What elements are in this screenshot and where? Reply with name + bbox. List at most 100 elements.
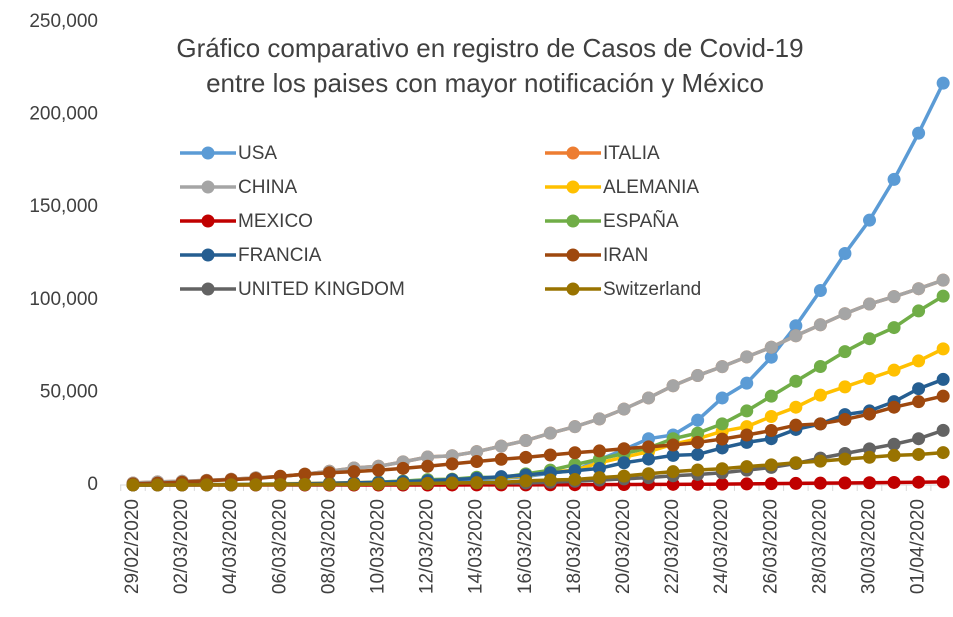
x-tick-label: 01/04/2020: [908, 499, 929, 594]
data-point: [813, 284, 827, 298]
data-point: [347, 465, 361, 479]
data-point: [592, 461, 606, 475]
data-point: [273, 478, 287, 492]
data-point: [519, 434, 533, 448]
data-point: [691, 426, 705, 440]
x-tick-label: 24/03/2020: [711, 499, 732, 594]
data-point: [912, 395, 926, 409]
data-point: [863, 332, 876, 346]
data-point: [764, 409, 778, 423]
data-point: [936, 289, 950, 303]
data-point: [642, 467, 656, 481]
x-tick-label: 29/02/2020: [122, 499, 143, 594]
legend-marker: [566, 214, 580, 228]
y-tick-label: 50,000: [40, 381, 98, 402]
data-point: [175, 478, 189, 492]
data-point: [396, 461, 410, 475]
chart-title: entre los paises con mayor notificación …: [206, 68, 764, 98]
data-point: [568, 446, 582, 460]
series-line: [132, 394, 944, 486]
data-point: [445, 476, 459, 490]
legend-marker: [201, 214, 215, 228]
y-tick-label: 250,000: [29, 11, 98, 32]
data-point: [642, 440, 656, 454]
data-point: [200, 478, 214, 492]
y-tick-label: 100,000: [29, 289, 98, 310]
data-point: [691, 477, 705, 491]
data-point: [322, 477, 336, 491]
data-point: [838, 412, 852, 426]
y-tick-label: 0: [87, 474, 98, 495]
data-point: [617, 442, 631, 456]
x-tick-label: 10/03/2020: [368, 499, 389, 594]
data-point: [863, 450, 876, 464]
legend-label: ESPAÑA: [603, 210, 679, 232]
data-point: [617, 402, 631, 416]
data-point: [519, 450, 533, 464]
data-point: [543, 448, 557, 462]
data-point: [764, 458, 778, 472]
data-point: [912, 382, 926, 396]
y-tick-label: 200,000: [29, 104, 98, 125]
data-point: [863, 297, 876, 311]
data-point: [912, 447, 926, 461]
data-point: [421, 476, 435, 490]
data-point: [666, 379, 680, 393]
x-tick-label: 08/03/2020: [318, 499, 339, 594]
legend-label: Switzerland: [603, 279, 701, 300]
series-line: [132, 450, 944, 487]
data-point: [813, 454, 827, 468]
data-point: [445, 457, 459, 471]
data-point: [470, 454, 484, 468]
data-point: [912, 126, 926, 140]
legend-label: ALEMANIA: [603, 177, 699, 198]
data-point: [789, 400, 803, 414]
data-point: [764, 424, 778, 438]
data-point: [715, 477, 729, 491]
data-point: [912, 354, 926, 368]
data-point: [543, 426, 557, 440]
data-point: [715, 360, 729, 374]
data-point: [838, 452, 852, 466]
data-point: [494, 475, 508, 489]
data-point: [740, 376, 754, 390]
data-point: [764, 350, 778, 364]
legend-label: IRAN: [603, 245, 648, 266]
data-point: [936, 372, 950, 386]
data-point: [863, 407, 876, 421]
data-point: [642, 452, 656, 466]
data-point: [936, 446, 950, 460]
data-point: [740, 350, 754, 364]
data-point: [568, 420, 582, 434]
data-point: [838, 345, 852, 359]
data-point: [887, 437, 901, 451]
x-tick-label: 02/03/2020: [171, 499, 192, 594]
data-point: [691, 463, 705, 477]
data-point: [715, 391, 729, 405]
data-point: [838, 476, 852, 490]
data-point: [126, 478, 140, 492]
data-point: [715, 432, 729, 446]
legend-marker: [201, 282, 215, 296]
data-point: [494, 452, 508, 466]
data-point: [789, 456, 803, 470]
legend-label: MEXICO: [238, 211, 313, 232]
legend-label: CHINA: [238, 177, 297, 198]
x-tick-label: 04/03/2020: [220, 499, 241, 594]
data-point: [813, 476, 827, 490]
data-point: [421, 459, 435, 473]
data-point: [887, 290, 901, 304]
data-point: [789, 476, 803, 490]
chart-title: Gráfico comparativo en registro de Casos…: [176, 33, 803, 63]
data-point: [936, 423, 950, 437]
x-tick-label: 26/03/2020: [760, 499, 781, 594]
data-point: [470, 445, 484, 459]
x-tick-label: 30/03/2020: [859, 499, 880, 594]
data-point: [666, 438, 680, 452]
data-point: [813, 359, 827, 373]
data-point: [396, 477, 410, 491]
data-point: [740, 477, 754, 491]
data-point: [421, 450, 435, 464]
data-point: [715, 441, 729, 455]
